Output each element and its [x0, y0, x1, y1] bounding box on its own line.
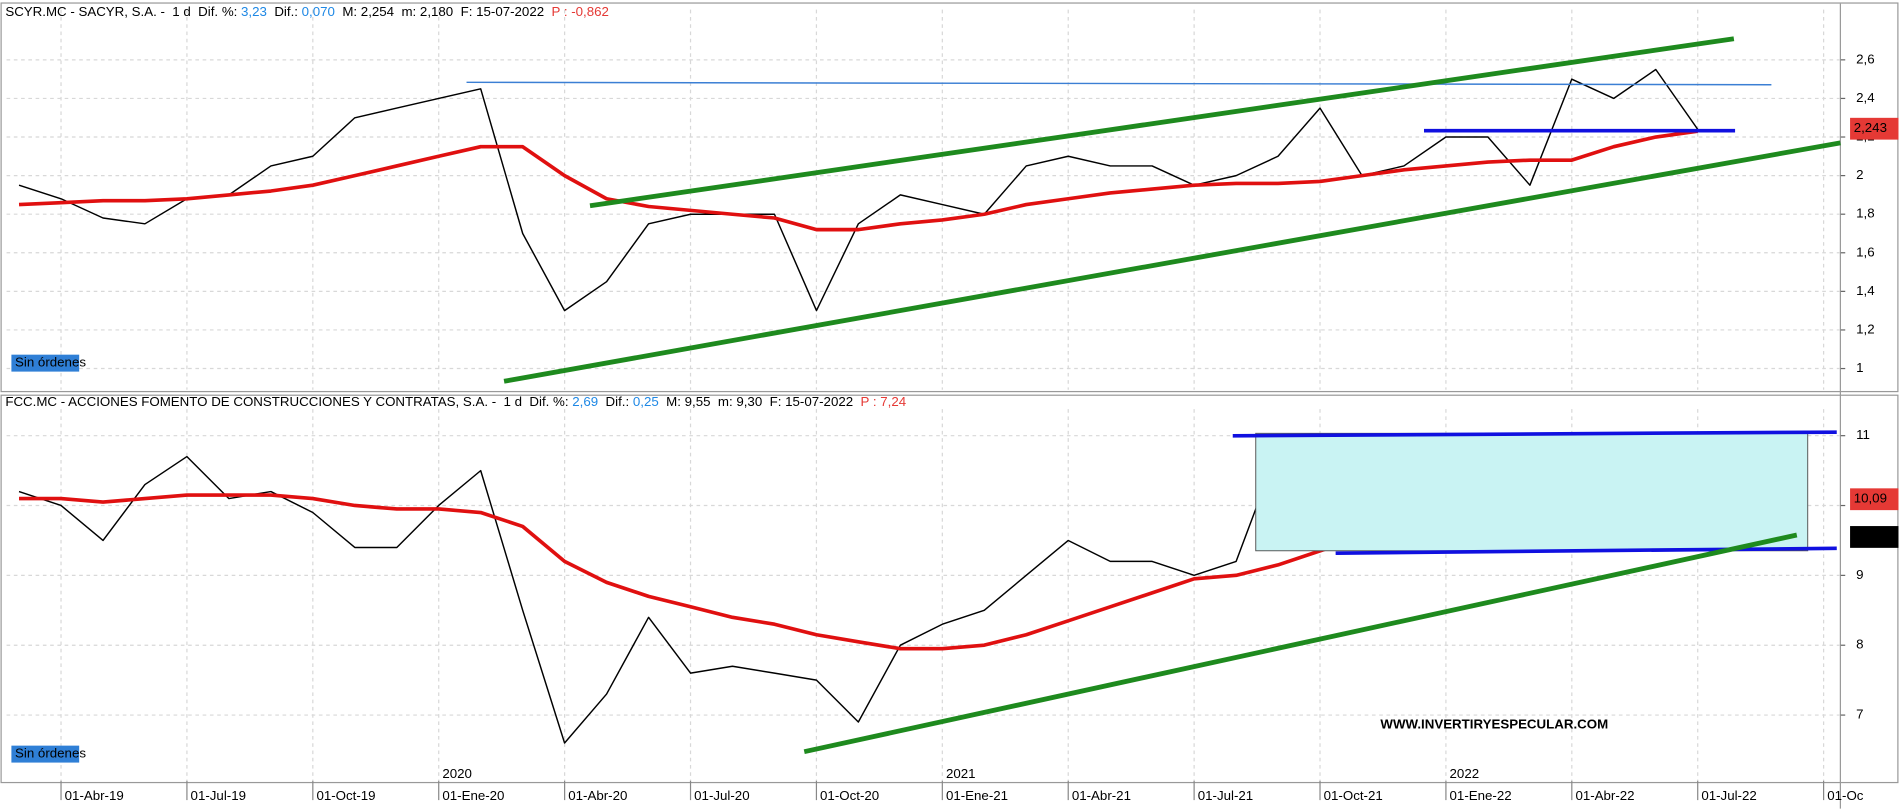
panel-header: SCYR.MC - SACYR, S.A. - 1 d Dif. %: 3,23… [5, 4, 609, 19]
y-tick-label: 8 [1856, 637, 1863, 652]
x-tick-label: 01-Abr-19 [65, 788, 124, 803]
y-tick-label: 7 [1856, 707, 1863, 722]
year-label: 2022 [1450, 766, 1480, 781]
x-tick-label: 01-Abr-20 [568, 788, 627, 803]
y-tick-label: 1,8 [1856, 206, 1875, 221]
last-value-box [1850, 117, 1899, 140]
status-badge [11, 745, 80, 763]
y-tick-label: 1,4 [1856, 283, 1875, 298]
header-segment: SCYR.MC - SACYR, S.A. - 1 d Dif. %: [5, 4, 241, 19]
trend-line [803, 532, 1798, 755]
support-line [1335, 546, 1837, 555]
trend-line [503, 140, 1841, 384]
header-segment: 3,23 [241, 4, 267, 19]
header-segment: P : 7,24 [861, 393, 907, 408]
watermark: WWW.INVERTIRYESPECULAR.COM [1380, 717, 1608, 732]
year-label: 2020 [442, 766, 472, 781]
resistance-line [1232, 430, 1837, 438]
x-tick-label: 01-Jul-21 [1198, 788, 1253, 803]
status-badge-text: Sin órdenes [15, 355, 86, 370]
drawings [466, 36, 1841, 755]
last-value-box [1850, 526, 1899, 548]
last-value-label: 9,55 [1854, 528, 1880, 543]
x-tick-label: 01-Abr-22 [1575, 788, 1634, 803]
last-value-box [1850, 488, 1899, 511]
x-tick-label: 01-Oct-19 [316, 788, 375, 803]
header-segment: FCC.MC - ACCIONES FOMENTO DE CONSTRUCCIO… [5, 393, 572, 408]
trend-line [589, 36, 1735, 209]
top-panel-frame [0, 2, 1899, 393]
x-tick-label: 01-Jul-20 [694, 788, 749, 803]
x-tick-label: 01-Ene-20 [442, 788, 504, 803]
header-segment: Dif.: [598, 393, 633, 408]
header-segment: 0,070 [302, 4, 335, 19]
x-tick-label: 01-Abr-21 [1072, 788, 1131, 803]
resistance-line [466, 81, 1772, 86]
header-segment: 2,69 [572, 393, 598, 408]
x-tick-label: 01-Oct-20 [820, 788, 879, 803]
x-tick-label: 01-Ene-21 [946, 788, 1008, 803]
panel-header: FCC.MC - ACCIONES FOMENTO DE CONSTRUCCIO… [5, 393, 906, 408]
header-segment: P : -0,862 [552, 4, 609, 19]
y-tick-label: 1,6 [1856, 244, 1875, 259]
x-tick-label: 01-Oc [1827, 788, 1864, 803]
header-segment: 0,25 [633, 393, 659, 408]
price-line [18, 68, 1699, 312]
header-segment: M: 2,254 m: 2,180 F: 15-07-2022 [335, 4, 552, 19]
y-tick-label: 2,6 [1856, 51, 1875, 66]
y-tick-label: 1 [1856, 360, 1863, 375]
panel [6, 9, 1841, 390]
y-tick-label: 11 [1856, 427, 1870, 442]
moving-average [18, 129, 1698, 232]
y-tick-label: 2 [1856, 167, 1863, 182]
header-segment: M: 9,55 m: 9,30 F: 15-07-2022 [659, 393, 861, 408]
y-tick-label: 1,2 [1856, 321, 1875, 336]
x-tick-label: 01-Jul-19 [191, 788, 246, 803]
y-tick-label: 2,4 [1856, 90, 1875, 105]
x-tick-label: 01-Jul-22 [1701, 788, 1756, 803]
last-value-label: 10,09 [1854, 491, 1887, 506]
status-badge [11, 354, 80, 372]
x-tick-label: 01-Ene-22 [1450, 788, 1512, 803]
y-tick-label: 9 [1856, 567, 1863, 582]
status-badge-text: Sin órdenes [15, 746, 86, 761]
range-box [1255, 432, 1809, 552]
last-value-label: 2,243 [1854, 120, 1887, 135]
year-label: 2021 [946, 766, 976, 781]
x-tick-label: 01-Oct-21 [1324, 788, 1383, 803]
header-segment: Dif.: [267, 4, 302, 19]
bottom-panel-frame [0, 394, 1899, 784]
